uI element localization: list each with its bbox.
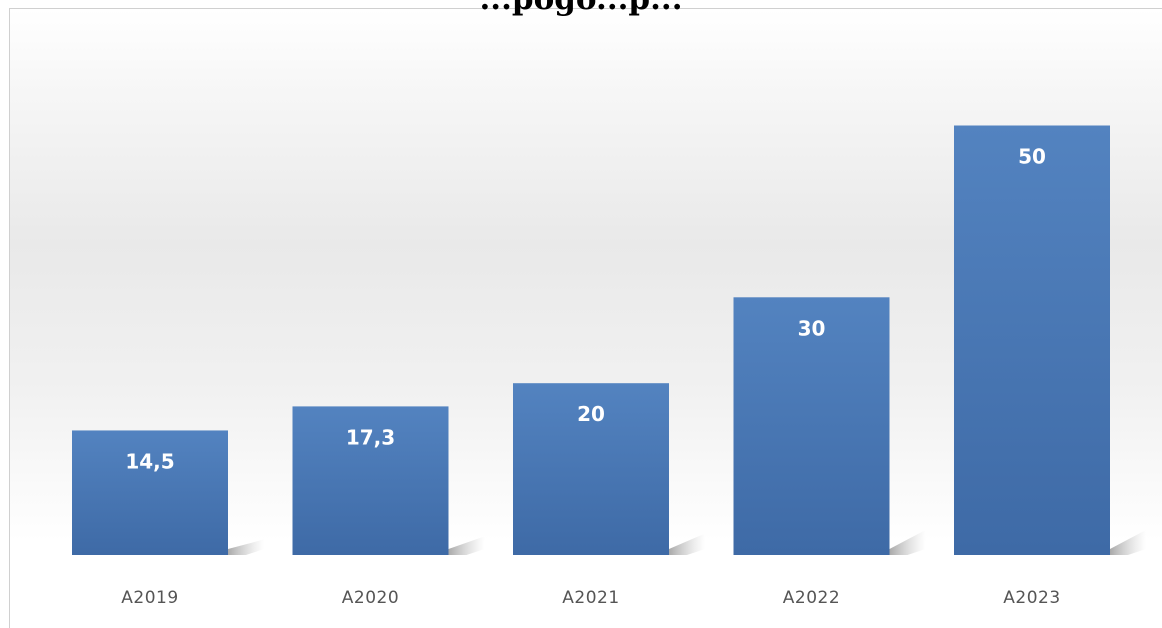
category-label: A2020: [342, 588, 399, 608]
value-label: 14,5: [125, 449, 174, 473]
bar-shadow: [228, 539, 264, 555]
bars-group: [72, 125, 1110, 555]
bar-shadow: [1110, 530, 1146, 555]
value-label: 20: [577, 402, 605, 426]
value-label: 30: [798, 316, 826, 340]
bar-shadow: [448, 536, 485, 555]
bar-a2019: [72, 430, 228, 555]
bar-shadow: [669, 533, 705, 555]
category-label: A2021: [562, 588, 619, 608]
value-labels-group: 14,5 17,3 20 30 50: [125, 145, 1046, 474]
value-label: 17,3: [346, 425, 395, 449]
bar-shadow: [889, 530, 926, 555]
tick-labels-group: A2019 A2020 A2021 A2022 A2023: [121, 588, 1060, 608]
bar-a2023: [954, 125, 1110, 555]
bar-a2020: [292, 406, 449, 555]
category-label: A2023: [1003, 588, 1060, 608]
category-label: A2019: [121, 588, 178, 608]
bar-a2022: [733, 297, 890, 555]
chart-title: ...pogo...p...: [0, 0, 1162, 17]
bar-a2021: [513, 383, 669, 555]
bar-shadows: [228, 530, 1146, 555]
value-label: 50: [1018, 145, 1046, 169]
category-label: A2022: [783, 588, 840, 608]
